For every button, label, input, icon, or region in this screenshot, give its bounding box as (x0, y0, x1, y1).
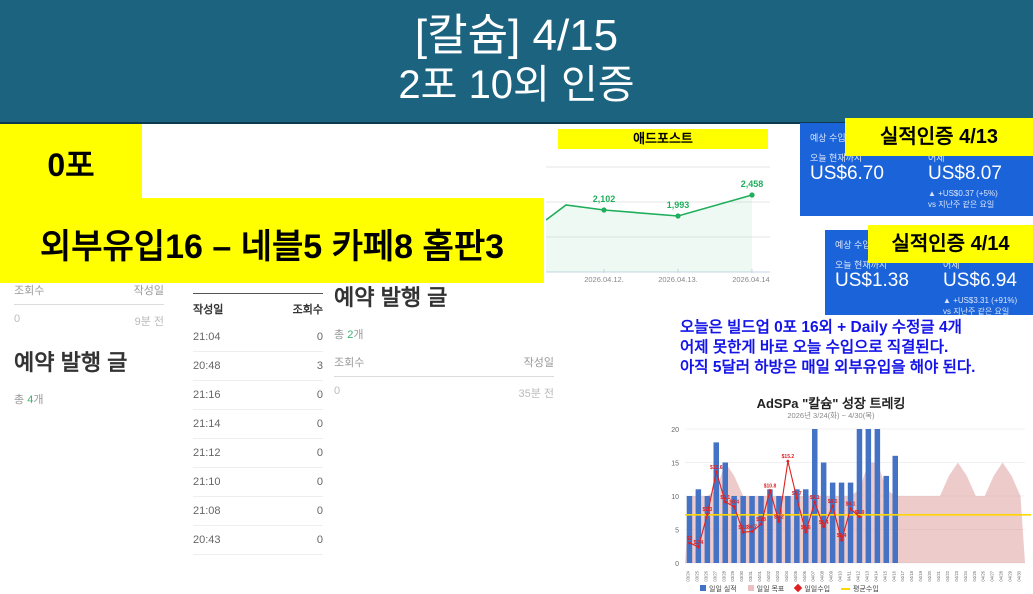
svg-text:0: 0 (675, 561, 679, 568)
svg-text:$9.1: $9.1 (810, 495, 820, 501)
svg-text:5: 5 (675, 528, 679, 535)
svg-text:04/09: 04/09 (829, 570, 834, 581)
svg-text:$13.6: $13.6 (710, 465, 723, 471)
svg-text:2026.04.14.: 2026.04.14. (732, 275, 770, 284)
svg-text:04/10: 04/10 (838, 570, 843, 581)
svg-text:$5.8: $5.8 (756, 517, 766, 523)
svg-text:2026년 3/24(화) ~ 4/30(목): 2026년 3/24(화) ~ 4/30(목) (787, 410, 875, 420)
svg-text:15: 15 (671, 461, 679, 468)
svg-text:2,102: 2,102 (593, 194, 616, 204)
svg-text:$10.8: $10.8 (764, 484, 777, 490)
svg-text:2026.04.13.: 2026.04.13. (658, 275, 698, 284)
svg-text:$5.4: $5.4 (819, 520, 829, 526)
svg-text:04/07: 04/07 (811, 570, 816, 581)
svg-text:04/26: 04/26 (981, 570, 986, 581)
svg-text:1,993: 1,993 (667, 200, 690, 210)
svg-text:AdSPa "칼슘" 성장 트레킹: AdSPa "칼슘" 성장 트레킹 (757, 396, 906, 411)
svg-text:04/14: 04/14 (873, 570, 878, 581)
svg-text:04/22: 04/22 (945, 570, 950, 581)
svg-text:04/28: 04/28 (999, 570, 1004, 581)
svg-text:2,458: 2,458 (741, 179, 764, 189)
svg-text:04/23: 04/23 (954, 570, 959, 581)
svg-text:2026.04.12.: 2026.04.12. (584, 275, 624, 284)
svg-text:04/03: 04/03 (775, 570, 780, 581)
svg-text:03/29: 03/29 (730, 570, 735, 581)
svg-text:04/08: 04/08 (820, 570, 825, 581)
svg-text:04/20: 04/20 (927, 570, 932, 581)
svg-text:04/11: 04/11 (847, 570, 852, 581)
svg-text:04/06: 04/06 (802, 570, 807, 581)
svg-text:03/24: 03/24 (686, 570, 691, 581)
svg-text:04/13: 04/13 (864, 570, 869, 581)
svg-text:$4.7: $4.7 (747, 525, 757, 531)
svg-text:$3: $3 (687, 536, 693, 542)
svg-text:04/01: 04/01 (757, 570, 762, 581)
svg-text:10: 10 (671, 494, 679, 501)
svg-text:04/16: 04/16 (891, 570, 896, 581)
svg-text:03/25: 03/25 (694, 570, 699, 581)
svg-text:03/26: 03/26 (703, 570, 708, 581)
svg-text:04/12: 04/12 (856, 570, 861, 581)
svg-text:03/28: 03/28 (721, 570, 726, 581)
svg-text:$6.9: $6.9 (855, 510, 865, 516)
svg-text:04/02: 04/02 (766, 570, 771, 581)
svg-text:03/31: 03/31 (748, 570, 753, 581)
svg-text:20: 20 (671, 427, 679, 434)
svg-text:04/18: 04/18 (909, 570, 914, 581)
svg-text:04/24: 04/24 (963, 570, 968, 581)
svg-text:03/30: 03/30 (739, 570, 744, 581)
svg-text:04/17: 04/17 (900, 570, 905, 581)
svg-text:04/29: 04/29 (1008, 570, 1013, 581)
svg-text:$8.5: $8.5 (828, 499, 838, 505)
svg-text:04/19: 04/19 (918, 570, 923, 581)
svg-text:$2.4: $2.4 (694, 540, 704, 546)
svg-text:04/15: 04/15 (882, 570, 887, 581)
svg-text:$8.1: $8.1 (846, 502, 856, 508)
svg-text:$7.3: $7.3 (703, 507, 713, 513)
svg-text:04/25: 04/25 (972, 570, 977, 581)
svg-text:$3.4: $3.4 (837, 533, 847, 539)
svg-text:$8.4: $8.4 (729, 500, 739, 506)
svg-text:$4.6: $4.6 (801, 525, 811, 531)
svg-text:04/04: 04/04 (784, 570, 789, 581)
svg-text:04/30: 04/30 (1017, 570, 1022, 581)
svg-text:$9.7: $9.7 (792, 491, 802, 497)
svg-text:$6.2: $6.2 (774, 515, 784, 521)
svg-text:04/27: 04/27 (990, 570, 995, 581)
svg-text:04/05: 04/05 (793, 570, 798, 581)
svg-text:04/21: 04/21 (936, 570, 941, 581)
svg-text:03/27: 03/27 (712, 570, 717, 581)
svg-text:$15.2: $15.2 (782, 454, 795, 460)
